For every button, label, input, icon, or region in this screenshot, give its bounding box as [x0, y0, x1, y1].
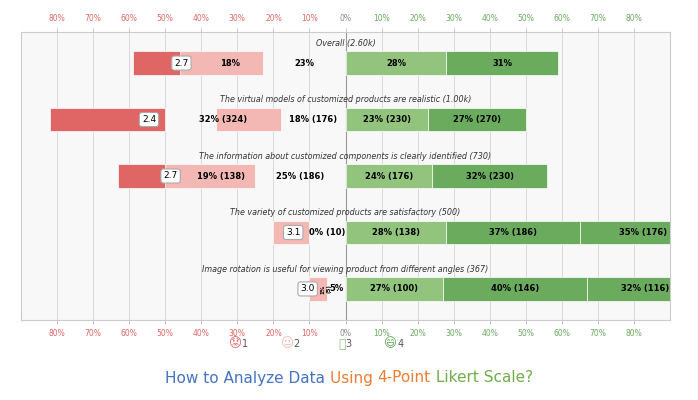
Text: 35% (176): 35% (176)	[619, 228, 667, 237]
Text: 25% (186): 25% (186)	[276, 172, 325, 180]
Text: Likert Scale?: Likert Scale?	[431, 370, 533, 386]
Text: 3.1: 3.1	[286, 228, 300, 237]
Text: Overall (2.60k): Overall (2.60k)	[315, 39, 376, 48]
Text: 4-Point: 4-Point	[378, 370, 431, 386]
Text: 23% (230): 23% (230)	[363, 115, 411, 124]
Text: 32% (116): 32% (116)	[621, 284, 669, 294]
Text: 27% (100): 27% (100)	[370, 284, 418, 294]
Bar	[580, 221, 698, 244]
Text: 5%: 5%	[329, 284, 343, 294]
Text: 32% (324): 32% (324)	[199, 115, 247, 124]
Text: 😐: 😐	[281, 338, 294, 350]
Text: 24% (176): 24% (176)	[364, 172, 413, 180]
Bar	[346, 277, 443, 301]
Bar	[346, 51, 447, 75]
Bar	[320, 277, 324, 301]
Bar	[216, 108, 281, 131]
Text: 23%: 23%	[294, 58, 314, 68]
Text: The virtual models of customized products are realistic (1.00k): The virtual models of customized product…	[220, 95, 471, 104]
Text: 😄: 😄	[385, 338, 397, 350]
Text: Using: Using	[330, 370, 378, 386]
Text: 0% (10): 0% (10)	[309, 228, 346, 237]
Bar	[346, 108, 429, 131]
Text: 19% (138): 19% (138)	[197, 172, 245, 180]
Text: 1%
(5): 1% (5)	[320, 284, 331, 294]
Text: 3.0: 3.0	[300, 284, 315, 294]
Text: 2.7: 2.7	[174, 58, 188, 68]
Text: 18% (176): 18% (176)	[289, 115, 337, 124]
Text: 18%: 18%	[220, 58, 240, 68]
Text: 31%: 31%	[492, 58, 512, 68]
Bar	[346, 221, 447, 244]
Text: 32% (230): 32% (230)	[466, 172, 514, 180]
Bar	[346, 164, 432, 188]
Text: 😟: 😟	[229, 338, 242, 350]
Text: 3: 3	[346, 339, 352, 349]
Text: 🙂: 🙂	[338, 338, 346, 350]
Text: 28%: 28%	[386, 58, 406, 68]
Bar	[165, 164, 255, 188]
Text: 2.7: 2.7	[163, 172, 178, 180]
Text: 2.4: 2.4	[142, 115, 156, 124]
Bar	[587, 277, 698, 301]
Text: How to Analyze Data: How to Analyze Data	[165, 370, 330, 386]
Bar	[309, 277, 327, 301]
Bar	[133, 51, 198, 75]
Bar	[119, 164, 187, 188]
Bar	[429, 108, 526, 131]
Bar	[432, 164, 547, 188]
Text: 1: 1	[242, 339, 248, 349]
Text: 28% (138): 28% (138)	[372, 228, 420, 237]
Bar	[443, 277, 587, 301]
Text: 27% (270): 27% (270)	[453, 115, 501, 124]
Text: Image rotation is useful for viewing product from different angles (367): Image rotation is useful for viewing pro…	[202, 265, 489, 274]
Text: The variety of customized products are satisfactory (500): The variety of customized products are s…	[230, 208, 461, 217]
Bar	[179, 51, 262, 75]
Bar	[50, 108, 165, 131]
Bar	[447, 51, 558, 75]
Text: 40% (146): 40% (146)	[491, 284, 539, 294]
Text: 2: 2	[294, 339, 300, 349]
Text: The information about customized components is clearly identified (730): The information about customized compone…	[200, 152, 491, 161]
Bar	[447, 221, 580, 244]
Text: 4: 4	[397, 339, 403, 349]
Bar	[274, 221, 309, 244]
Text: 37% (186): 37% (186)	[489, 228, 537, 237]
